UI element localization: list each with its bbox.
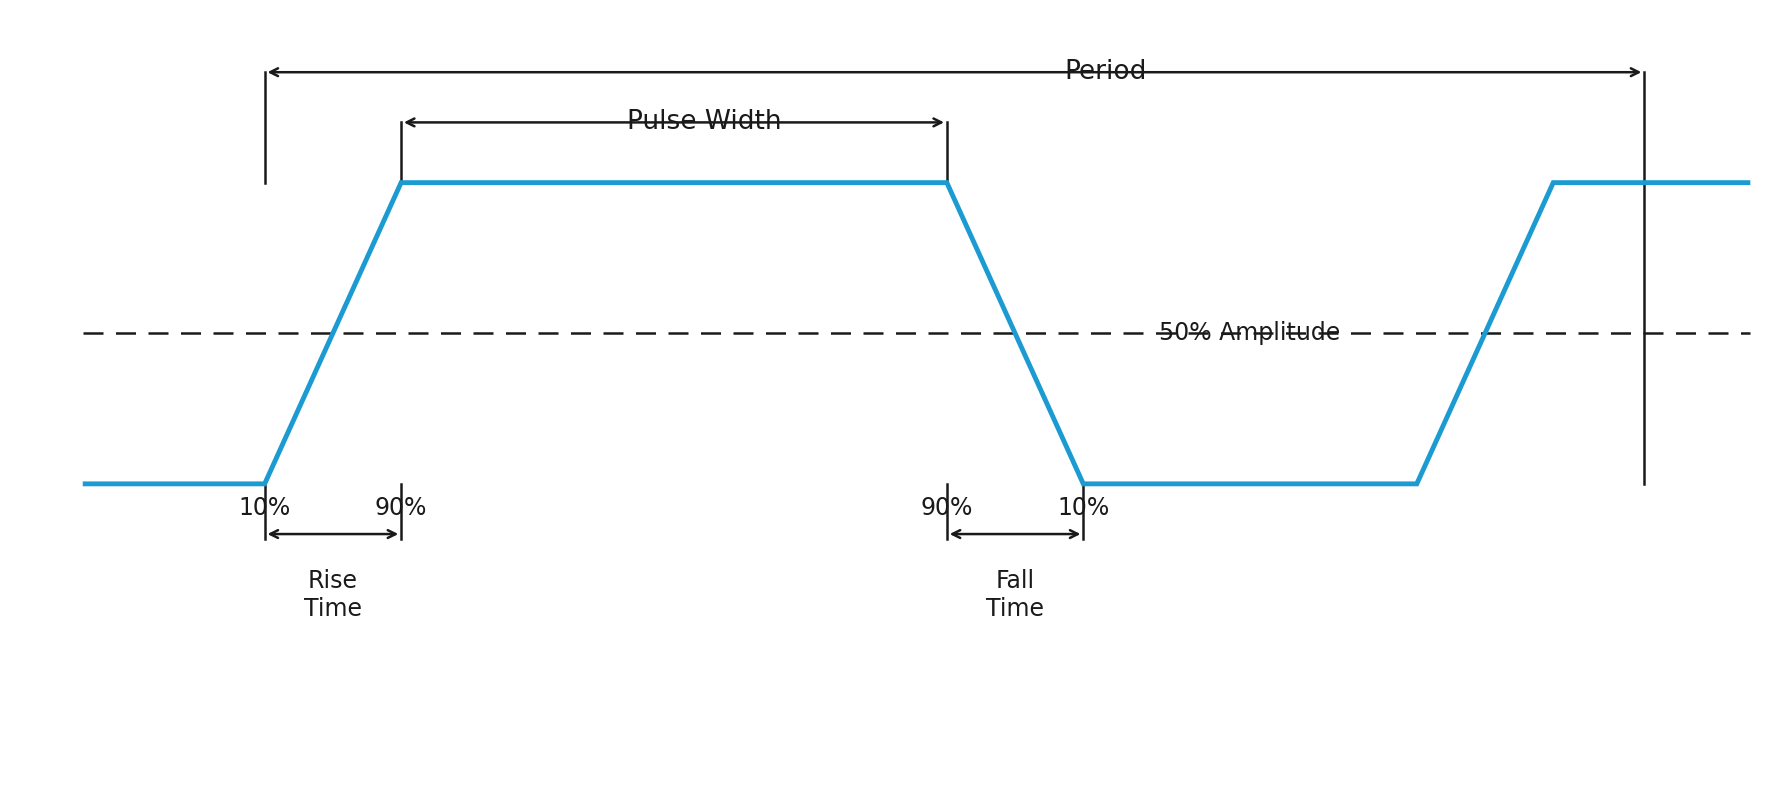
Text: 10%: 10% — [1057, 497, 1109, 520]
Text: Period: Period — [1064, 59, 1148, 86]
Text: 90%: 90% — [920, 497, 974, 520]
Text: 50% Amplitude: 50% Amplitude — [1159, 322, 1340, 345]
Text: Pulse Width: Pulse Width — [627, 109, 781, 135]
Text: 10%: 10% — [239, 497, 290, 520]
Text: Fall
Time: Fall Time — [986, 569, 1045, 621]
Text: Rise
Time: Rise Time — [304, 569, 361, 621]
Text: 90%: 90% — [376, 497, 427, 520]
